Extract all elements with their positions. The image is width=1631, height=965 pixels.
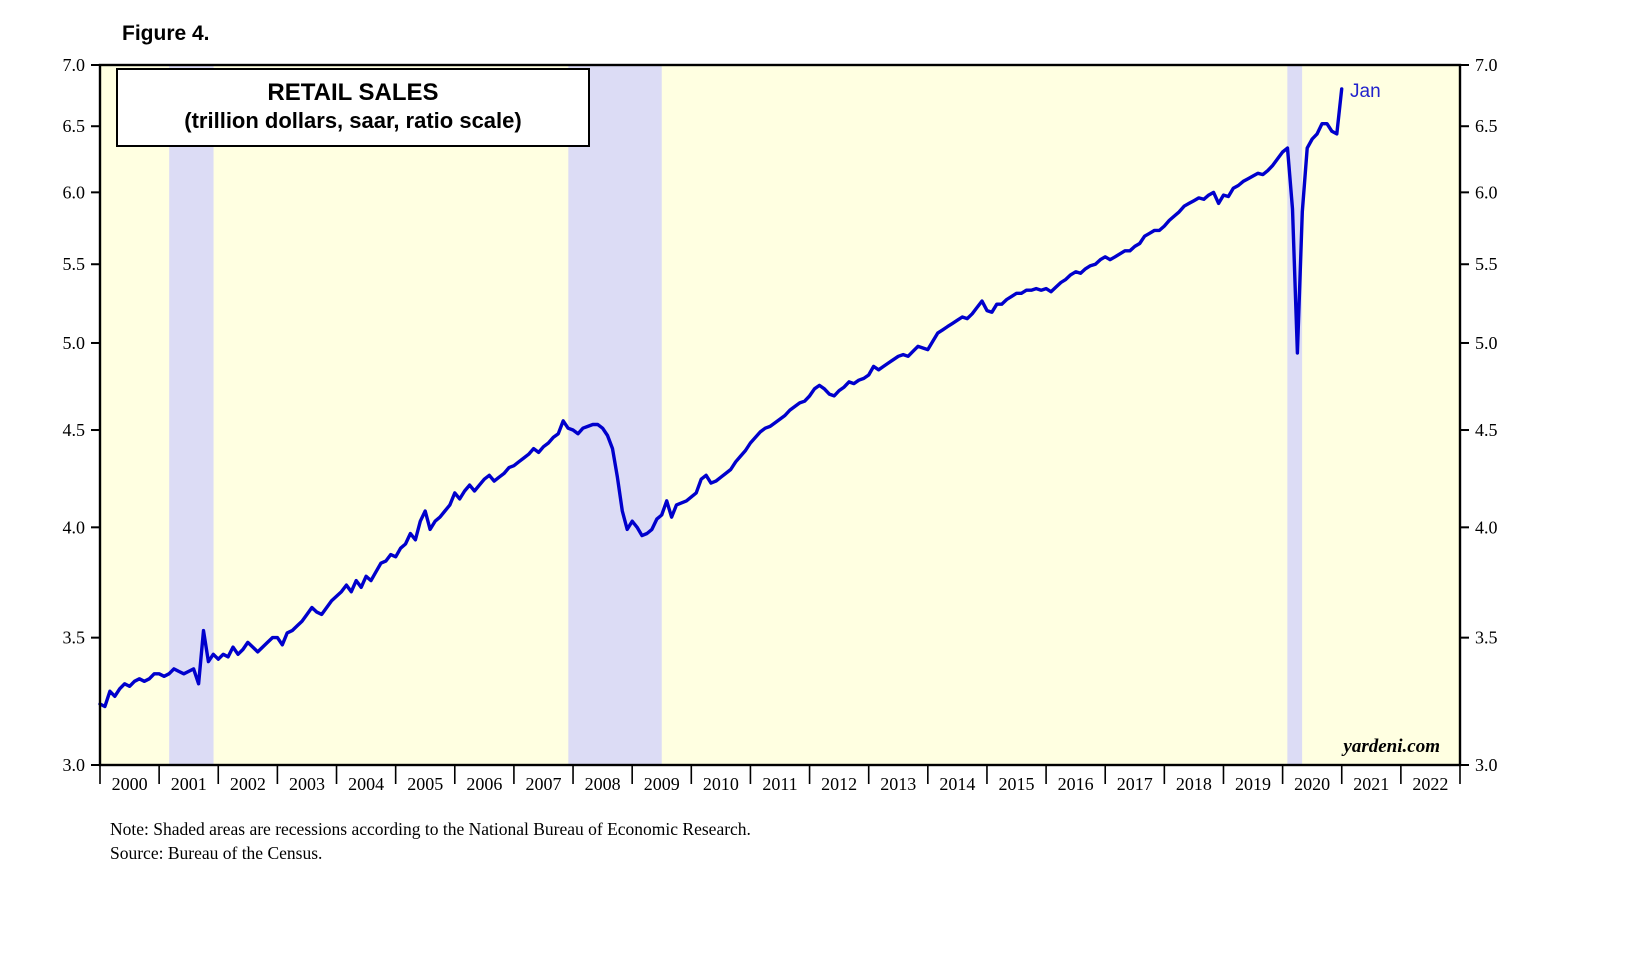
y-axis-label-left: 5.0 [63, 333, 86, 353]
x-axis-label: 2009 [644, 774, 680, 794]
x-axis-label: 2004 [348, 774, 384, 794]
x-axis-label: 2002 [230, 774, 266, 794]
y-axis-label-right: 5.5 [1475, 254, 1498, 274]
recession-band [1287, 65, 1303, 765]
x-axis-label: 2021 [1353, 774, 1389, 794]
retail-sales-line [98, 87, 1344, 709]
chart-title: RETAIL SALES [267, 79, 439, 106]
y-axis-label-left: 5.5 [63, 254, 86, 274]
figure-label: Figure 4. [122, 22, 210, 45]
x-axis-label: 2022 [1412, 774, 1448, 794]
x-axis-label: 2010 [703, 774, 739, 794]
x-axis-label: 2007 [525, 774, 561, 794]
y-axis-label-left: 3.5 [63, 628, 86, 648]
x-axis-label: 2006 [466, 774, 502, 794]
x-axis-label: 2005 [407, 774, 443, 794]
x-axis-label: 2001 [171, 774, 207, 794]
plot-background [100, 65, 1460, 765]
x-axis-label: 2013 [880, 774, 916, 794]
series-end-label: Jan [1350, 81, 1381, 102]
watermark: yardeni.com [1341, 736, 1440, 757]
y-axis-label-left: 7.0 [63, 55, 86, 75]
y-axis-label-left: 3.0 [63, 755, 86, 775]
y-axis-label-right: 4.0 [1475, 517, 1498, 537]
x-axis-label: 2008 [585, 774, 621, 794]
x-axis-label: 2012 [821, 774, 857, 794]
y-axis-label-right: 6.0 [1475, 182, 1498, 202]
x-axis-label: 2017 [1117, 774, 1153, 794]
plot-frame [98, 63, 1462, 767]
x-axis-label: 2014 [939, 774, 975, 794]
y-axis-label-right: 5.0 [1475, 333, 1498, 353]
source-line: Source: Bureau of the Census. [110, 842, 323, 863]
x-axis-label: 2020 [1294, 774, 1330, 794]
y-axis-label-right: 6.5 [1475, 116, 1498, 136]
chart-title-box: RETAIL SALES (trillion dollars, saar, ra… [116, 68, 590, 148]
x-axis-label: 2015 [999, 774, 1035, 794]
y-axis-label-left: 4.5 [63, 420, 86, 440]
y-axis-label-right: 7.0 [1475, 55, 1498, 75]
recession-band [568, 65, 662, 765]
plot-layer: 3.0 3.0 3.5 3.5 4.0 4.0 4.5 4.5 5.0 5.0 5.5 5.5 6.0 6… [63, 55, 1498, 794]
x-axis-label: 2018 [1176, 774, 1212, 794]
chart-notes: Note: Shaded areas are recessions accord… [110, 818, 751, 865]
y-axis-label-left: 6.5 [63, 116, 86, 136]
x-axis-label: 2003 [289, 774, 325, 794]
y-axis-label-right: 4.5 [1475, 420, 1498, 440]
y-axis-label-left: 4.0 [63, 517, 86, 537]
x-axis-label: 2019 [1235, 774, 1271, 794]
chart-subtitle: (trillion dollars, saar, ratio scale) [184, 107, 522, 133]
y-axis-label-right: 3.5 [1475, 628, 1498, 648]
x-axis-label: 2011 [762, 774, 797, 794]
x-axis-label: 2000 [112, 774, 148, 794]
x-axis-label: 2016 [1058, 774, 1094, 794]
y-axis-label-right: 3.0 [1475, 755, 1498, 775]
y-axis-label-left: 6.0 [63, 182, 86, 202]
note-line: Note: Shaded areas are recessions accord… [110, 819, 751, 839]
